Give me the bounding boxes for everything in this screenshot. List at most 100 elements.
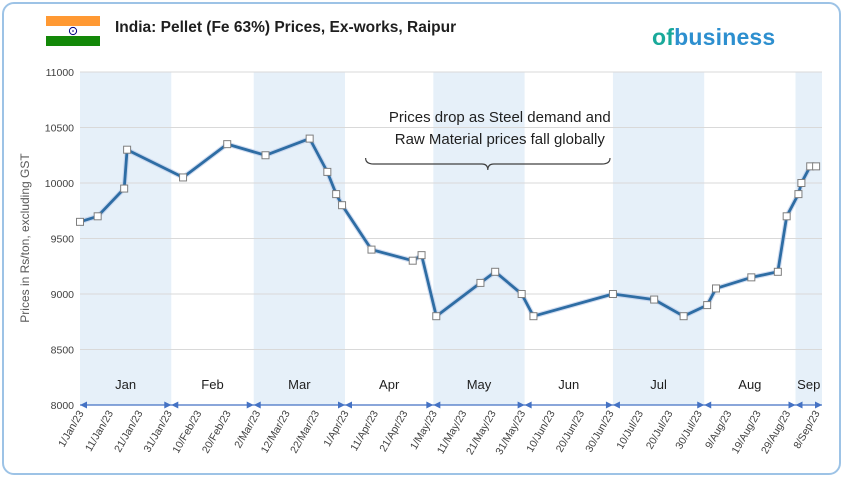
- x-tick-label: 31/Jan/23: [141, 408, 175, 454]
- y-tick-label: 8000: [51, 400, 75, 412]
- y-tick-label: 8500: [51, 345, 75, 357]
- y-tick-label: 9500: [51, 234, 75, 246]
- data-point: [417, 251, 426, 260]
- month-label-apr: Apr: [379, 377, 400, 392]
- data-point: [747, 273, 756, 282]
- data-point: [179, 173, 188, 182]
- y-tick-label: 9000: [51, 289, 75, 301]
- price-series: [76, 134, 821, 321]
- month-arrowhead: [171, 401, 179, 409]
- month-arrowhead: [524, 401, 532, 409]
- month-arrowhead: [164, 401, 172, 409]
- month-arrowhead: [338, 401, 345, 409]
- data-point: [491, 267, 500, 276]
- data-point: [332, 190, 341, 199]
- logo-rest: usiness: [688, 24, 776, 50]
- data-point: [476, 278, 485, 287]
- y-tick-label: 11000: [46, 67, 75, 79]
- month-arrowhead: [253, 401, 261, 409]
- data-point: [120, 184, 129, 193]
- x-tick-label: 1/Jan/23: [56, 408, 87, 449]
- y-axis-label: Prices in Rs/ton, excluding GST: [18, 153, 32, 323]
- data-point: [123, 145, 132, 154]
- month-label-jul: Jul: [650, 377, 667, 392]
- month-arrowhead: [80, 401, 87, 409]
- x-tick-label: 29/Aug/23: [759, 408, 793, 456]
- data-point: [797, 179, 806, 187]
- month-label-jan: Jan: [115, 377, 136, 392]
- x-tick-label: 30/Jun/23: [583, 408, 617, 454]
- month-labels: Jan Feb Mar Apr May Jun Jul Aug Sep: [115, 377, 820, 392]
- x-axis: 1/Jan/2311/Jan/2321/Jan/2331/Jan/2310/Fe…: [56, 401, 823, 457]
- month-label-sep: Sep: [797, 377, 820, 392]
- data-point: [773, 267, 782, 276]
- x-tick-label: 1/Apr/23: [321, 408, 351, 449]
- x-tick-label: 2/Mar/23: [232, 408, 263, 450]
- x-tick-label: 20/Jul/23: [644, 408, 676, 451]
- data-point: [93, 212, 102, 221]
- month-arrowhead: [612, 401, 620, 409]
- data-point: [432, 312, 441, 321]
- annotation: Prices drop as Steel demand and Raw Mater…: [365, 109, 611, 171]
- month-arrowhead: [704, 401, 712, 409]
- india-flag-icon: [46, 16, 100, 46]
- logo-of: of: [652, 24, 675, 50]
- month-arrowhead: [426, 401, 434, 409]
- x-tick-label: 11/Jan/23: [83, 408, 116, 453]
- month-arrowhead: [517, 401, 525, 409]
- data-point: [703, 301, 712, 310]
- data-point: [338, 201, 347, 210]
- data-point: [323, 167, 332, 176]
- month-arrowhead: [815, 401, 822, 409]
- x-tick-label: 8/Sep/23: [791, 408, 822, 451]
- data-point: [408, 256, 417, 265]
- month-arrowhead: [345, 401, 352, 409]
- data-point: [76, 217, 84, 226]
- data-point: [529, 312, 538, 321]
- data-point: [782, 212, 791, 221]
- x-tick-label: 1/May/23: [408, 408, 440, 452]
- month-label-mar: Mar: [288, 377, 311, 392]
- data-point: [812, 162, 821, 171]
- data-point: [305, 134, 314, 143]
- month-arrowhead: [246, 401, 254, 409]
- annotation-line-1: Prices drop as Steel demand and: [389, 109, 611, 126]
- chart-title: India: Pellet (Fe 63%) Prices, Ex-works,…: [115, 19, 457, 36]
- x-tick-label: 11/Apr/23: [348, 408, 381, 453]
- month-arrowhead: [788, 401, 796, 409]
- x-tick-label: 20/Jun/23: [554, 408, 588, 454]
- data-point: [650, 295, 659, 304]
- x-tick-label: 10/Jul/23: [614, 408, 646, 451]
- month-label-may: May: [467, 377, 492, 392]
- ofbusiness-logo: ofbusiness: [652, 24, 775, 51]
- x-tick-label: 10/Jun/23: [524, 408, 558, 454]
- month-arrowhead: [433, 401, 441, 409]
- data-point: [223, 140, 232, 149]
- annotation-brace: [365, 157, 611, 171]
- x-tick-label: 21/Jan/23: [112, 408, 146, 454]
- data-point: [367, 245, 376, 254]
- month-label-aug: Aug: [738, 377, 761, 392]
- data-point: [517, 290, 526, 298]
- data-point: [712, 284, 720, 293]
- x-tick-label: 31/May/23: [493, 408, 528, 457]
- month-arrowhead: [697, 401, 705, 409]
- month-arrowhead: [795, 401, 803, 409]
- annotation-line-2: Raw Material prices fall globally: [395, 131, 606, 148]
- data-point: [608, 290, 617, 298]
- x-tick-label: 9/Aug/23: [703, 408, 734, 451]
- data-point: [261, 151, 270, 160]
- x-tick-label: 20/Feb/23: [200, 408, 234, 455]
- x-tick-label: 30/Jul/23: [673, 408, 705, 451]
- month-label-jun: Jun: [558, 377, 579, 392]
- month-label-feb: Feb: [201, 377, 223, 392]
- data-point: [679, 312, 688, 321]
- y-axis: 8000 8500 9000 9500 10000 10500 11000: [45, 67, 74, 412]
- y-tick-label: 10500: [45, 123, 74, 135]
- x-tick-label: 22/Mar/23: [288, 408, 322, 455]
- y-tick-label: 10000: [45, 178, 74, 190]
- logo-b-icon: b: [674, 24, 689, 50]
- month-arrowhead: [605, 401, 613, 409]
- data-point: [794, 190, 803, 199]
